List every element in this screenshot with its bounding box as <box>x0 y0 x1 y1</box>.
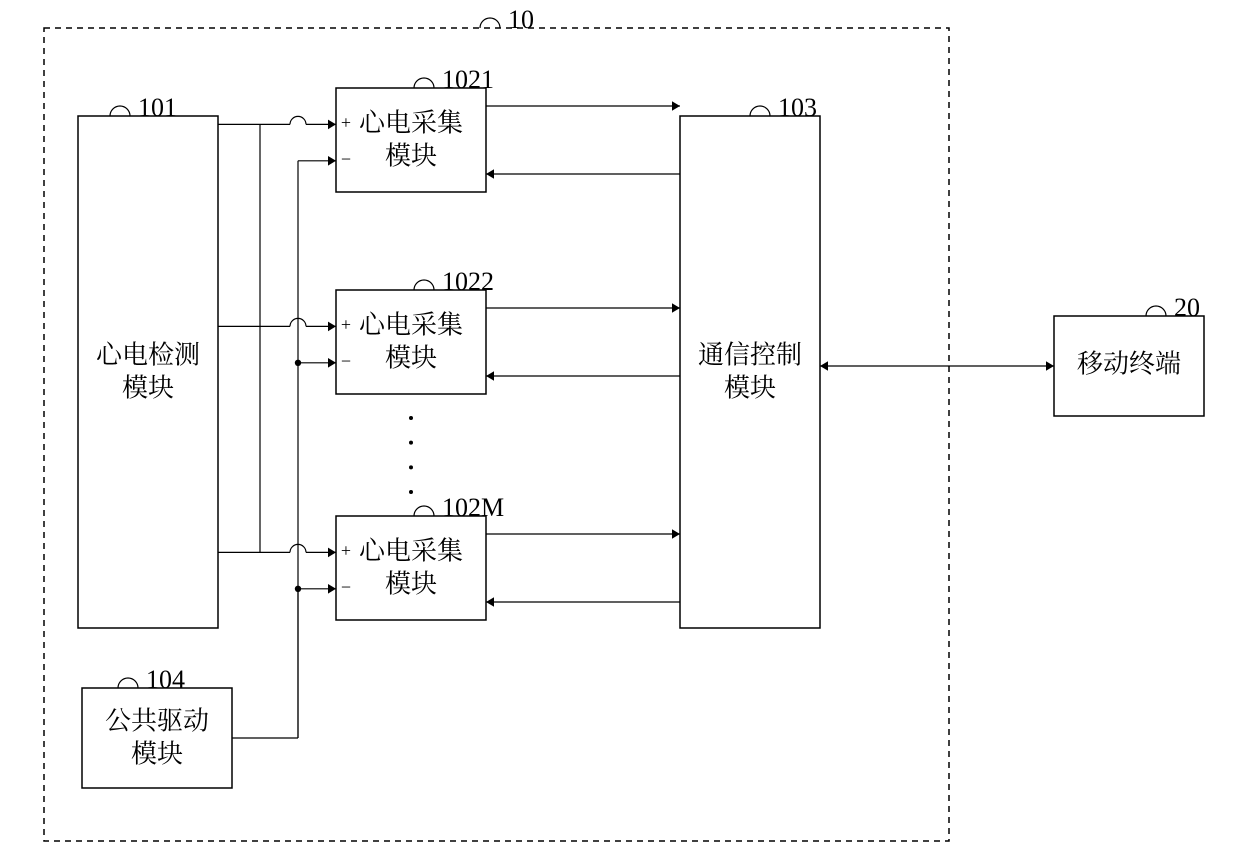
svg-text:102M: 102M <box>442 493 504 522</box>
ellipsis-dot <box>409 490 413 494</box>
svg-text:104: 104 <box>146 665 185 694</box>
minus-sign: − <box>341 577 351 597</box>
ecg-acquire-module-2-label2: 模块 <box>385 338 437 375</box>
ecg-acquire-module-1-label1: 心电采集 <box>359 103 463 140</box>
minus-sign: − <box>341 149 351 169</box>
svg-text:101: 101 <box>138 93 177 122</box>
ecg-acquire-module-m-label2: 模块 <box>385 564 437 601</box>
comm-control-module-label1: 通信控制 <box>698 335 802 372</box>
ellipsis-dot <box>409 465 413 469</box>
ecg-acquire-module-2-label1: 心电采集 <box>359 305 463 342</box>
svg-text:1022: 1022 <box>442 267 494 296</box>
common-drive-module-label1: 公共驱动 <box>105 701 209 738</box>
common-drive-module-label2: 模块 <box>131 734 183 771</box>
mobile-terminal-label1: 移动终端 <box>1077 344 1181 381</box>
svg-text:1021: 1021 <box>442 65 494 94</box>
ecg-acquire-module-m-label1: 心电采集 <box>359 531 463 568</box>
ecg-detect-module-label2: 模块 <box>122 368 174 405</box>
plus-sign: + <box>341 113 351 133</box>
ecg-acquire-module-1-label2: 模块 <box>385 136 437 173</box>
plus-sign: + <box>341 541 351 561</box>
svg-text:103: 103 <box>778 93 817 122</box>
svg-text:10: 10 <box>508 5 534 34</box>
ellipsis-dot <box>409 441 413 445</box>
plus-sign: + <box>341 315 351 335</box>
svg-text:20: 20 <box>1174 293 1200 322</box>
ecg-detect-module-label1: 心电检测 <box>96 335 200 372</box>
comm-control-module-label2: 模块 <box>724 368 776 405</box>
minus-sign: − <box>341 351 351 371</box>
ellipsis-dot <box>409 416 413 420</box>
